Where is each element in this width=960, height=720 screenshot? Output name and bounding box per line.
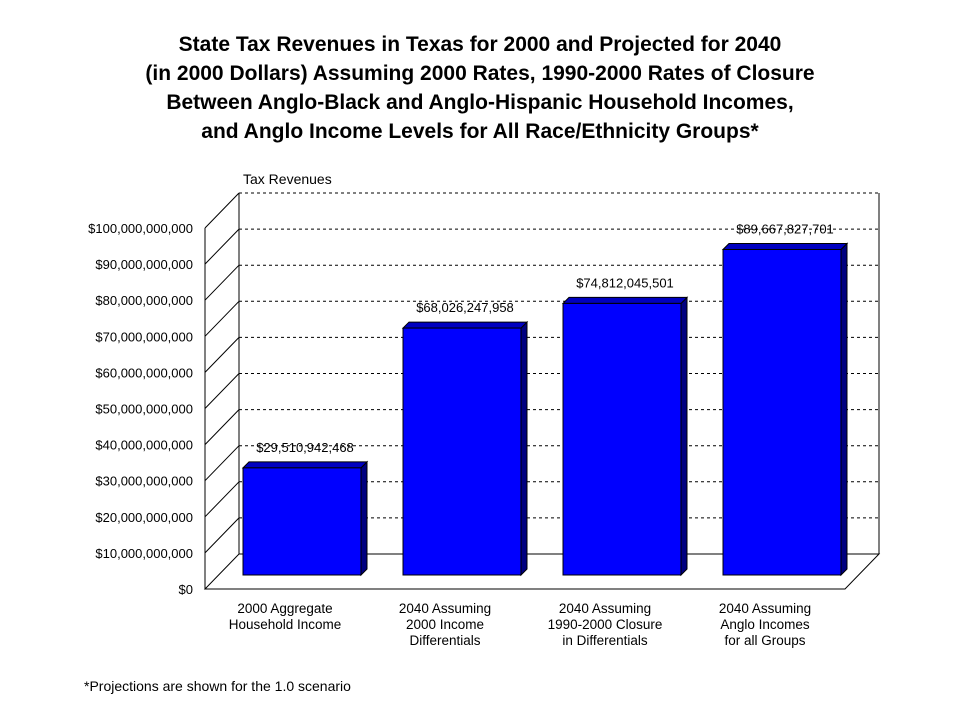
bar xyxy=(722,249,842,576)
chart-title-line-4: and Anglo Income Levels for All Race/Eth… xyxy=(201,120,759,143)
y-tick-label: $90,000,000,000 xyxy=(95,257,193,272)
bar-top xyxy=(241,461,369,469)
y-tick-label: $30,000,000,000 xyxy=(95,474,193,489)
gridline-wall xyxy=(204,228,240,265)
y-tick-label: $10,000,000,000 xyxy=(95,546,193,561)
bar-top xyxy=(561,296,689,304)
x-tick-label: 2040 Assuming xyxy=(719,601,811,616)
y-tick-label: $0 xyxy=(179,582,193,597)
data-label: $89,667,827,701 xyxy=(736,222,834,237)
y-tick-label: $100,000,000,000 xyxy=(88,221,193,236)
y-tick-label: $50,000,000,000 xyxy=(95,402,193,417)
bar xyxy=(402,327,522,576)
data-label: $29,510,942,468 xyxy=(256,440,354,455)
bar xyxy=(242,467,362,576)
gridline-wall xyxy=(204,445,240,482)
x-tick-label: 1990-2000 Closure xyxy=(548,617,663,632)
gridline-wall xyxy=(204,192,240,229)
y-axis-label: Tax Revenues xyxy=(243,171,332,187)
bar-side xyxy=(360,460,368,577)
footnote: *Projections are shown for the 1.0 scena… xyxy=(84,678,351,694)
x-tick-label: Anglo Incomes xyxy=(720,617,810,632)
gridline-wall xyxy=(204,517,240,554)
chart-title-line-3: Between Anglo-Black and Anglo-Hispanic H… xyxy=(166,91,794,114)
chart-title-line-2: (in 2000 Dollars) Assuming 2000 Rates, 1… xyxy=(145,62,815,85)
x-tick-label: in Differentials xyxy=(562,633,648,648)
chart-title-line-1: State Tax Revenues in Texas for 2000 and… xyxy=(178,33,782,56)
y-tick-label: $20,000,000,000 xyxy=(95,510,193,525)
x-tick-label: for all Groups xyxy=(724,633,805,648)
gridline-wall xyxy=(204,337,240,373)
y-tick-label: $60,000,000,000 xyxy=(95,365,193,380)
floor xyxy=(203,553,881,590)
x-tick-label: Differentials xyxy=(409,633,480,648)
data-label: $74,812,045,501 xyxy=(576,275,674,290)
bar xyxy=(562,302,682,576)
x-tick-label: 2040 Assuming xyxy=(399,601,491,616)
x-tick-label: Household Income xyxy=(229,617,342,632)
bar-side xyxy=(680,296,688,577)
gridline-wall xyxy=(204,300,240,337)
gridline-wall xyxy=(204,373,240,409)
x-tick-label: 2000 Aggregate xyxy=(237,601,332,616)
y-tick-label: $70,000,000,000 xyxy=(95,329,193,344)
gridline-wall xyxy=(204,409,240,445)
bar-top xyxy=(721,243,849,251)
x-tick-label: 2040 Assuming xyxy=(559,601,651,616)
gridline-wall xyxy=(204,264,240,301)
bar-top xyxy=(401,321,529,329)
gridline-wall xyxy=(204,481,240,518)
bar-side xyxy=(520,320,528,577)
y-tick-label: $80,000,000,000 xyxy=(95,293,193,308)
chart-title: State Tax Revenues in Texas for 2000 and… xyxy=(0,30,960,146)
x-tick-label: 2000 Income xyxy=(406,617,484,632)
y-tick-label: $40,000,000,000 xyxy=(95,438,193,453)
bar-side xyxy=(840,242,848,577)
data-label: $68,026,247,958 xyxy=(416,300,514,315)
